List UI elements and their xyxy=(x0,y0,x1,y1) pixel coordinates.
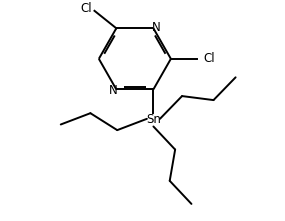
Text: Cl: Cl xyxy=(80,2,91,15)
Text: N: N xyxy=(152,21,161,34)
Text: Sn: Sn xyxy=(146,113,161,126)
Text: Cl: Cl xyxy=(203,52,215,65)
Text: N: N xyxy=(109,84,117,97)
